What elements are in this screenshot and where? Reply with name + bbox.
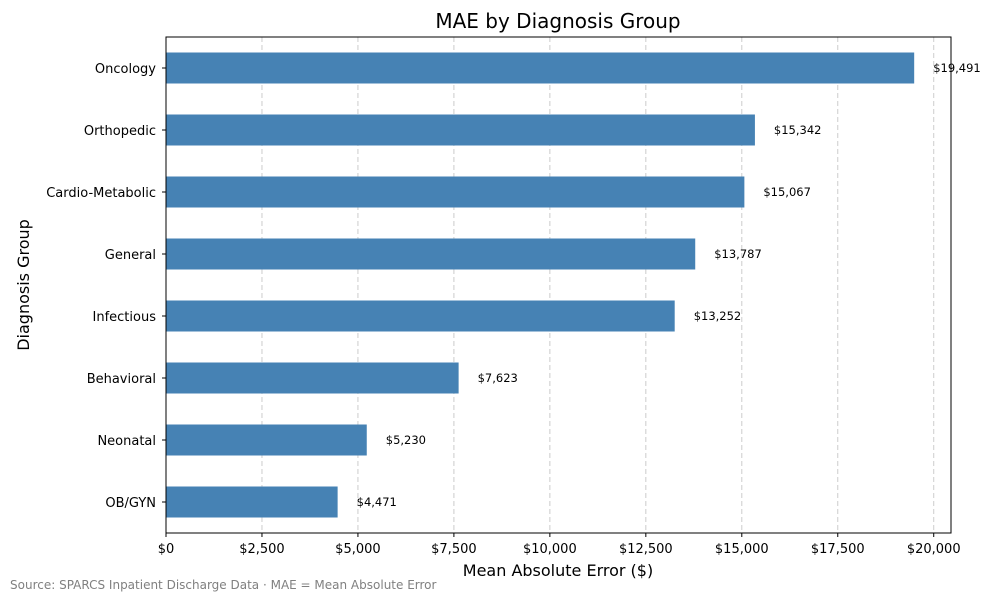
y-tick-label: Infectious [93,310,157,325]
y-axis-label: Diagnosis Group [14,219,33,351]
x-axis-label: Mean Absolute Error ($) [463,561,653,580]
bar-neonatal [166,424,367,456]
bar-general [166,238,696,270]
x-tick-label: $12,500 [619,542,673,557]
data-label: $5,230 [386,433,426,447]
y-tick-label: Cardio-Metabolic [46,186,156,201]
bar-ob-gyn [166,486,338,518]
grid-lines [261,37,935,533]
bar-orthopedic [166,114,755,146]
data-label: $15,067 [763,185,811,199]
data-label: $4,471 [357,495,397,509]
x-tick-label: $17,500 [811,542,865,557]
bar-oncology [166,52,915,84]
data-label: $15,342 [774,123,822,137]
x-tick-label: $5,000 [335,542,381,557]
x-ticks: $0 $2,500 $5,000 $7,500 $10,000 $12,500 $15,00… [158,533,961,557]
x-tick-label: $10,000 [523,542,577,557]
x-tick-label: $2,500 [239,542,285,557]
y-tick-label: Behavioral [87,372,156,387]
y-tick-label: Neonatal [97,434,156,449]
data-label: $7,623 [478,371,518,385]
x-tick-label: $7,500 [431,542,477,557]
bar-behavioral [166,362,459,394]
x-tick-label: $15,000 [715,542,769,557]
y-tick-label: OB/GYN [105,496,156,511]
y-tick-label: General [105,248,156,263]
data-labels: $19,491 $15,342 $15,067 $13,787 $13,252 $7,62… [357,61,981,509]
chart-title: MAE by Diagnosis Group [435,9,680,33]
y-ticks: Oncology Orthopedic Cardio-Metabolic Genera… [46,62,166,511]
bar-cardio-metabolic [166,176,745,208]
data-label: $13,787 [714,247,762,261]
bar-infectious [166,300,675,332]
data-label: $19,491 [933,61,981,75]
x-tick-label: $20,000 [907,542,961,557]
y-tick-label: Oncology [95,62,156,77]
x-tick-label: $0 [158,542,175,557]
plot-frame [165,36,952,534]
bars [166,52,915,518]
y-tick-label: Orthopedic [84,124,156,139]
data-label: $13,252 [694,309,742,323]
source-note: Source: SPARCS Inpatient Discharge Data … [10,578,437,592]
